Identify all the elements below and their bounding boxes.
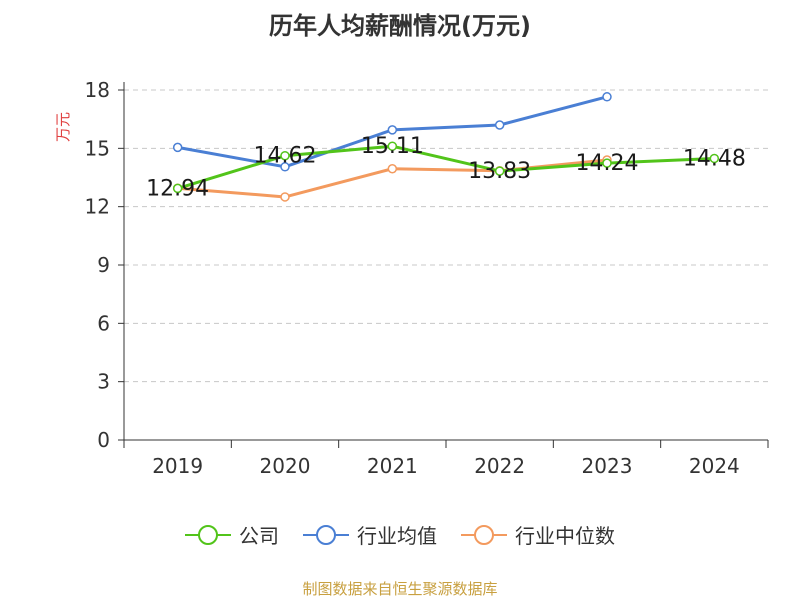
data-point[interactable]	[280, 150, 290, 161]
data-point[interactable]	[172, 183, 183, 194]
data-point[interactable]	[172, 142, 183, 153]
data-point[interactable]	[387, 125, 398, 135]
legend-marker-industry-mean	[303, 524, 349, 545]
legend-item-industry-median[interactable]: 行业中位数	[461, 520, 615, 549]
data-point[interactable]	[602, 92, 612, 102]
x-tick-label: 2022	[474, 454, 525, 478]
series-lines	[172, 92, 720, 202]
y-axis-label: 万元	[54, 112, 72, 142]
data-point[interactable]	[387, 164, 398, 174]
data-label: 13.83	[468, 159, 531, 184]
legend-label-company: 公司	[239, 524, 279, 548]
x-tick-label: 2020	[260, 454, 311, 478]
data-point[interactable]	[387, 141, 398, 151]
y-tick-label: 3	[97, 370, 110, 394]
y-tick-label: 6	[97, 311, 110, 335]
x-tick-label: 2019	[152, 454, 203, 478]
legend-label-industry-median: 行业中位数	[515, 524, 615, 548]
data-label: 14.48	[683, 146, 746, 171]
legend-item-company[interactable]: 公司	[185, 520, 279, 549]
legend-marker-industry-median	[461, 524, 507, 545]
data-point[interactable]	[602, 158, 612, 168]
data-label: 12.94	[146, 176, 209, 201]
data-point[interactable]	[280, 192, 290, 202]
legend-item-industry-mean[interactable]: 行业均值	[303, 520, 437, 549]
data-labels: 12.94 14.62 15.11 13.83 14.24 14.48	[146, 134, 746, 201]
data-point[interactable]	[494, 120, 505, 130]
grid-lines	[124, 89, 768, 383]
series-line-0	[177, 144, 715, 190]
y-tick-label: 15	[85, 136, 110, 160]
y-tick-label: 12	[85, 195, 110, 219]
y-tick-label: 9	[97, 253, 110, 277]
x-tick-label: 2021	[367, 454, 418, 478]
legend: 公司 行业均值 行业中位数	[0, 520, 800, 549]
data-label: 14.24	[576, 151, 639, 176]
data-point[interactable]	[494, 166, 505, 176]
y-tick-label: 0	[97, 428, 110, 452]
legend-label-industry-mean: 行业均值	[357, 524, 437, 548]
axes: 0 3 6 9 12 15 18 2019 2020 2021 2022 2023 2024 万元	[54, 78, 769, 478]
x-tick-label: 2023	[582, 454, 633, 478]
legend-marker-company	[185, 524, 231, 545]
source-note: 制图数据来自恒生聚源数据库	[302, 580, 498, 598]
chart-title: 历年人均薪酬情况(万元)	[269, 12, 531, 40]
x-tick-label: 2024	[689, 454, 740, 478]
data-label: 15.11	[361, 134, 424, 159]
data-point[interactable]	[280, 162, 290, 172]
data-point[interactable]	[709, 153, 720, 164]
data-label: 14.62	[254, 144, 317, 169]
y-tick-label: 18	[85, 78, 110, 102]
